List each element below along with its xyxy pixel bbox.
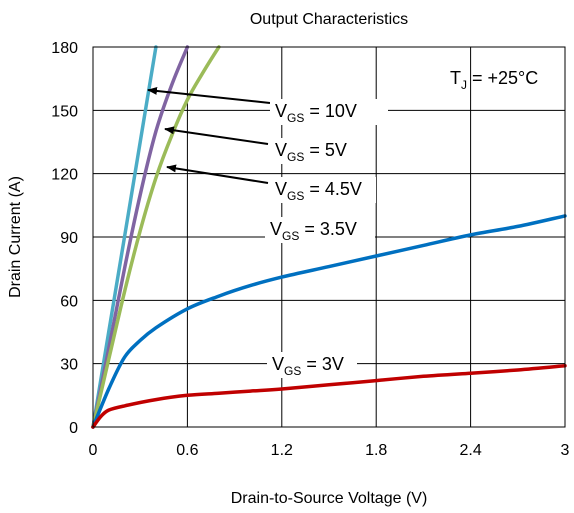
label-background bbox=[267, 352, 357, 378]
series-vgs-3v bbox=[91, 364, 567, 429]
y-tick-label: 150 bbox=[51, 103, 78, 120]
label-vgs-3v: VGS = 3V bbox=[272, 354, 344, 378]
x-tick-label: 0.6 bbox=[176, 442, 198, 459]
plot-frame bbox=[92, 46, 566, 428]
y-tick-label: 90 bbox=[60, 230, 78, 247]
arrow-vgs-4-5v bbox=[166, 164, 269, 184]
y-tick-label: 30 bbox=[60, 357, 78, 374]
y-tick-label: 180 bbox=[51, 40, 78, 57]
label-vgs-10v: VGS = 10V bbox=[275, 101, 357, 125]
label-background bbox=[270, 138, 360, 164]
y-axis-label: Drain Current (A) bbox=[7, 176, 24, 298]
annotation-arrows bbox=[147, 86, 271, 184]
tj-annotation: TJ = +25°C bbox=[450, 68, 538, 92]
series-vgs-3-5v bbox=[91, 214, 567, 429]
label-background bbox=[265, 217, 375, 243]
y-tick-label: 0 bbox=[69, 420, 78, 437]
series-labels: VGS = 10V VGS = 5V VGS = 4.5V VGS = 3.5V VGS… bbox=[265, 68, 538, 378]
label-vgs-4-5v: VGS = 4.5V bbox=[275, 179, 362, 203]
x-tick-label: 1.8 bbox=[365, 442, 387, 459]
x-tick-label: 1.2 bbox=[271, 442, 293, 459]
x-tick-label: 0 bbox=[89, 442, 98, 459]
x-tick-label: 2.4 bbox=[459, 442, 481, 459]
series-vgs-5v bbox=[91, 45, 190, 429]
label-background bbox=[270, 99, 388, 125]
series-lines bbox=[91, 45, 567, 429]
series-vgs-4-5v bbox=[91, 45, 221, 429]
chart-title: Output Characteristics bbox=[250, 11, 408, 28]
label-background bbox=[270, 177, 376, 203]
arrow-vgs-10v bbox=[147, 86, 271, 104]
arrow-vgs-5v bbox=[164, 126, 269, 145]
x-tick-label: 3 bbox=[561, 442, 570, 459]
y-tick-label: 60 bbox=[60, 293, 78, 310]
y-tick-label: 120 bbox=[51, 167, 78, 184]
x-axis-label: Drain-to-Source Voltage (V) bbox=[231, 490, 428, 507]
label-vgs-3-5v: VGS = 3.5V bbox=[270, 219, 357, 243]
label-vgs-5v: VGS = 5V bbox=[275, 140, 347, 164]
series-vgs-10v bbox=[91, 45, 158, 429]
